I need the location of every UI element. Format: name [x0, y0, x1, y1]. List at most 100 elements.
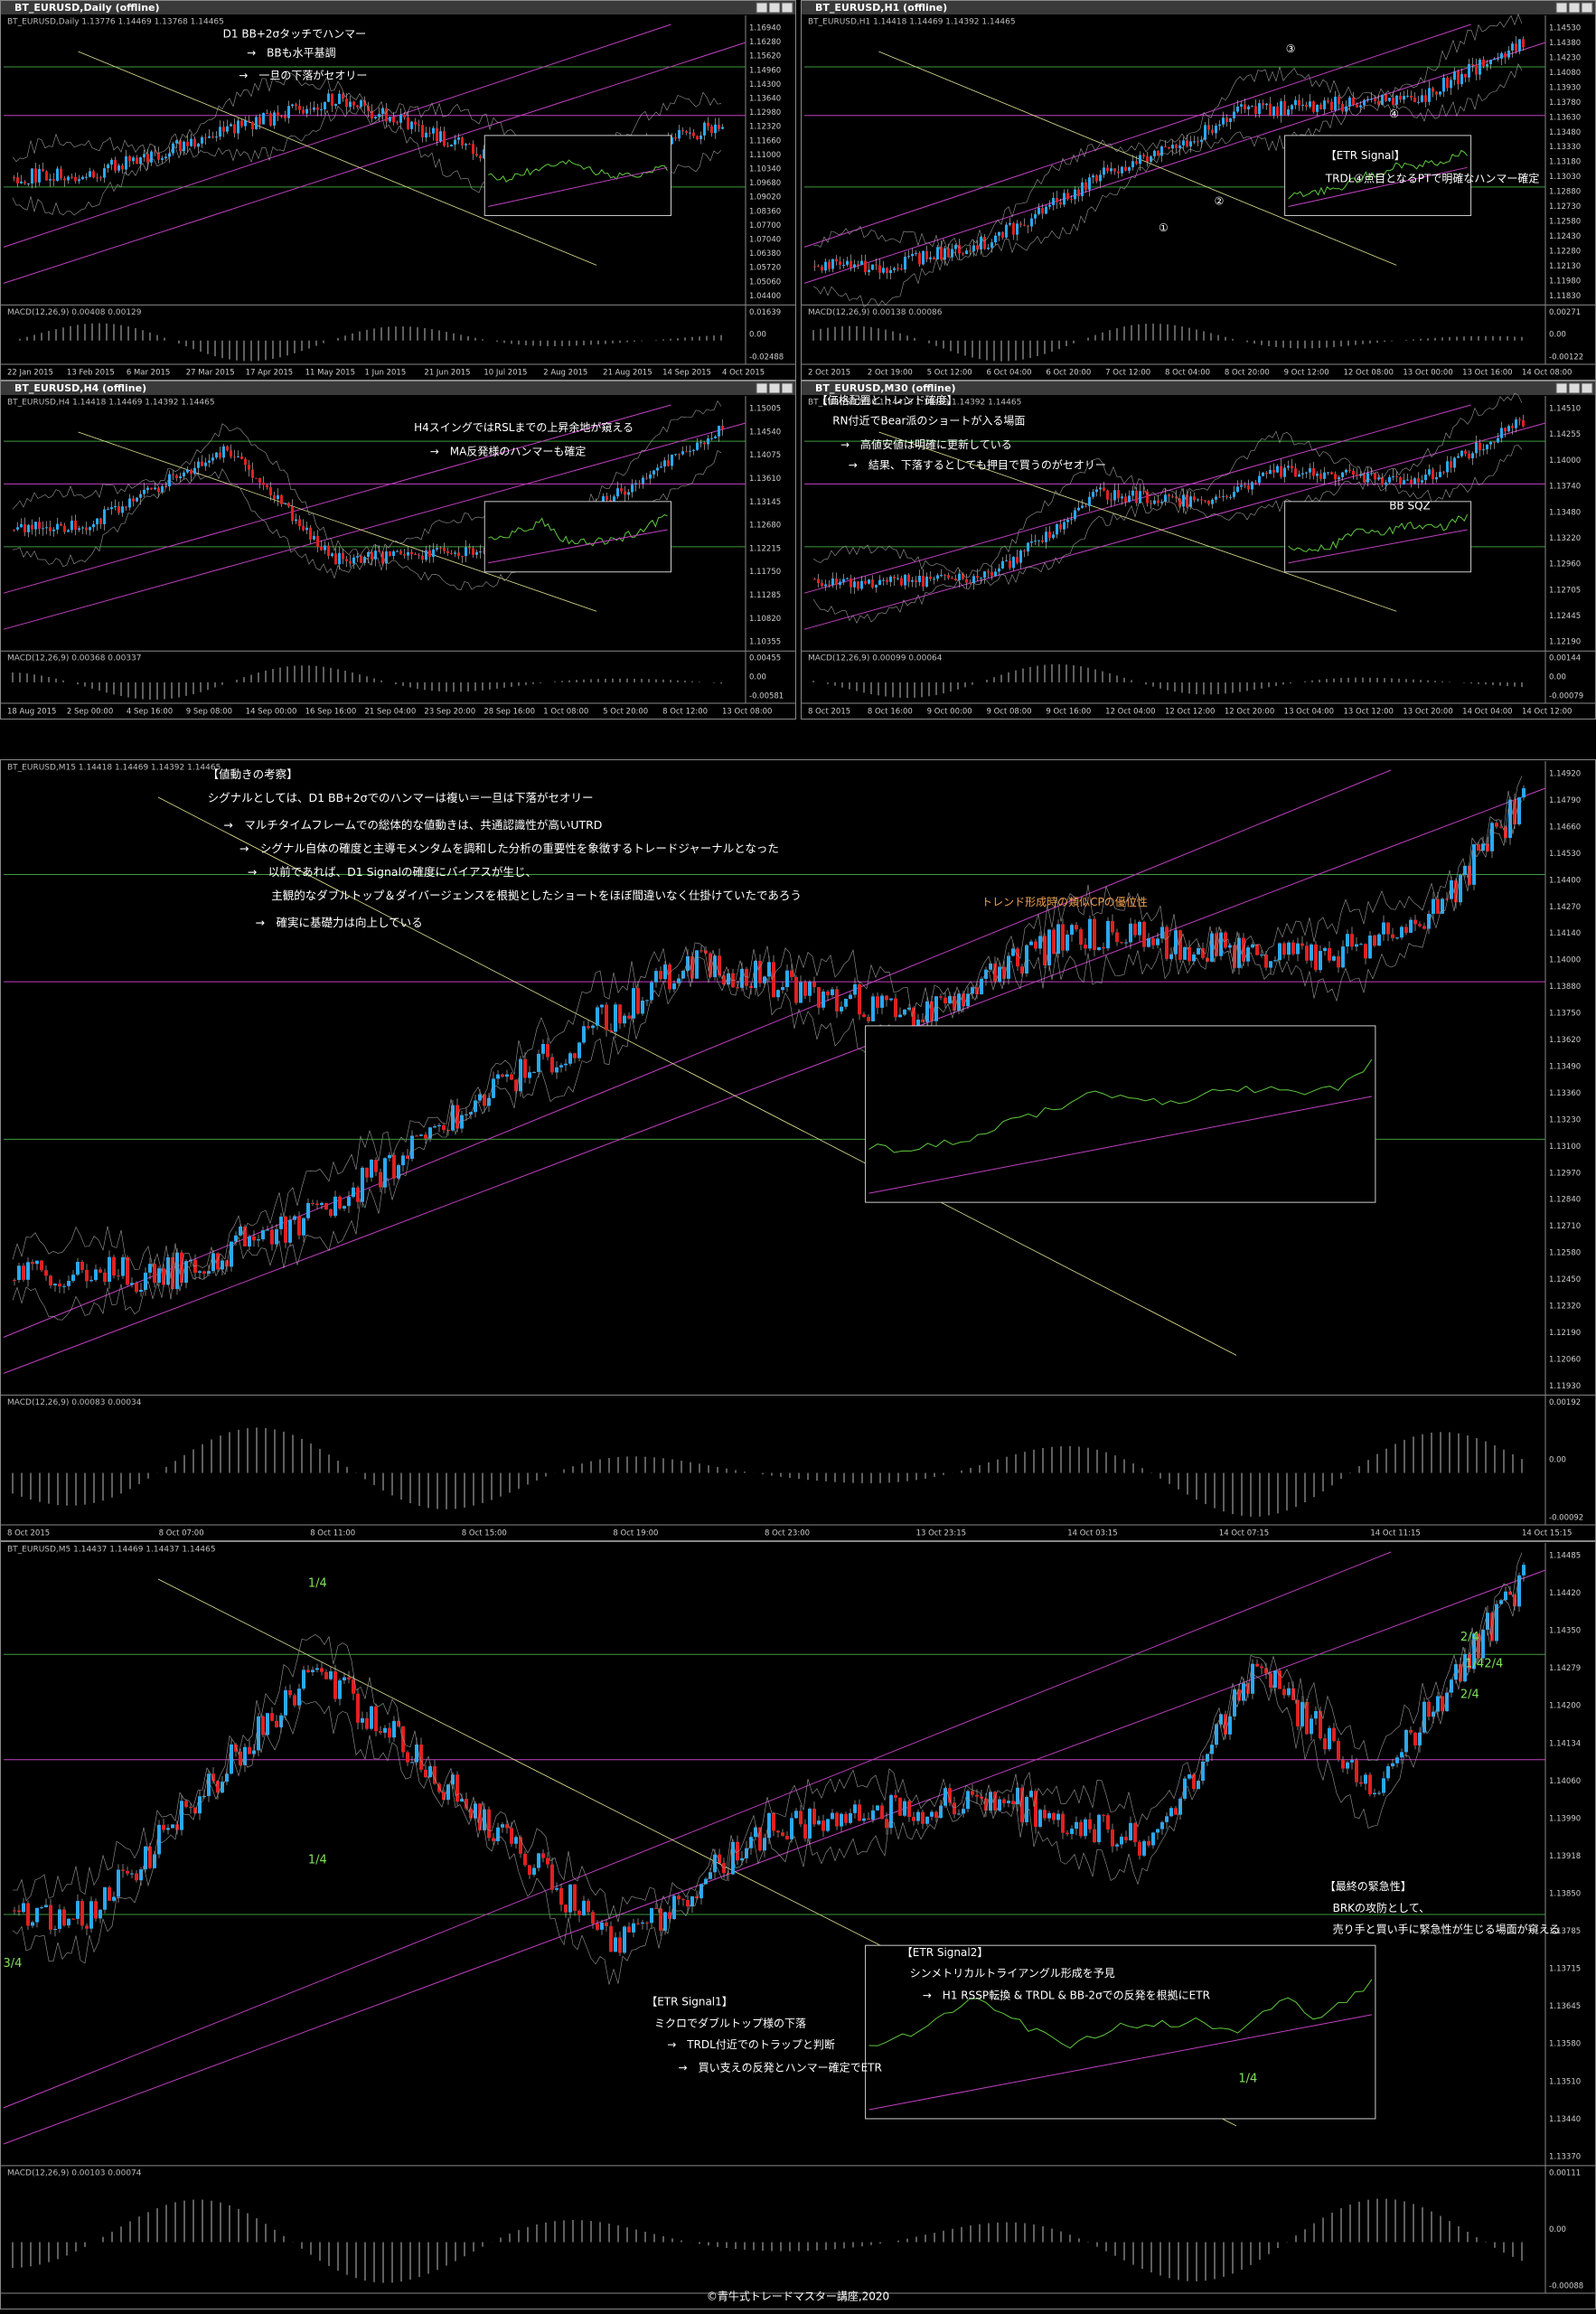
candle-body [839, 261, 841, 266]
candle-body [1436, 898, 1440, 914]
price-label: 1.13180 [1549, 158, 1581, 167]
candle-body [415, 1745, 418, 1763]
candle-body [257, 1716, 260, 1751]
time-label: 13 Oct 04:00 [1284, 708, 1334, 717]
candle-body [1007, 955, 1010, 979]
candle-body [60, 523, 62, 526]
candle-body [821, 1820, 825, 1831]
candle-body [324, 1202, 328, 1209]
candle-body [1323, 1738, 1327, 1750]
candle-body [1305, 1701, 1309, 1735]
candle-body [1400, 1752, 1404, 1758]
candle-body [16, 177, 19, 183]
candle-body [280, 116, 283, 118]
candle-body [878, 579, 881, 586]
candle-body [442, 1124, 446, 1131]
candle-body [1413, 478, 1416, 484]
candle-body [316, 107, 319, 110]
candle-body [835, 259, 838, 262]
candle-body [275, 1720, 278, 1727]
candle-body [1282, 943, 1286, 955]
candle-body [523, 1058, 527, 1078]
candle-body [221, 1260, 224, 1270]
trend-line [3, 1569, 1546, 2145]
candle-body [1029, 941, 1033, 945]
candle-body [609, 1030, 613, 1032]
candle-body [406, 1155, 409, 1160]
candle-body [436, 127, 438, 142]
candle-body [1291, 942, 1295, 955]
candle-body [1327, 100, 1329, 102]
candle-body [1392, 475, 1394, 477]
candle-body [954, 244, 957, 249]
candle-body [1066, 519, 1069, 522]
candle-body [886, 268, 888, 274]
candle-body [1439, 91, 1441, 95]
candle-body [703, 122, 706, 136]
candle-body [320, 1668, 324, 1672]
candle-body [248, 1236, 251, 1246]
candle-body [1359, 1782, 1363, 1784]
candle-body [678, 129, 681, 139]
candle-body [1081, 182, 1084, 197]
chart-header: BT_EURUSD,H1 1.14418 1.14469 1.14392 1.1… [808, 18, 1016, 27]
candle-body [1063, 522, 1066, 530]
time-label: 9 Oct 08:00 [987, 708, 1032, 717]
price-label: 1.13785 [1549, 1927, 1581, 1936]
candle-body [1247, 106, 1250, 110]
candle-body [1424, 95, 1427, 102]
candle-body [1106, 920, 1110, 949]
candle-body [1016, 223, 1019, 235]
candle-body [63, 178, 66, 181]
candle-body [27, 183, 30, 184]
price-label: 1.14350 [1549, 1627, 1581, 1636]
candle-body [361, 1167, 364, 1202]
candle-body [672, 983, 676, 990]
candle-body [1341, 104, 1344, 112]
candle-body [1504, 52, 1507, 58]
window-title: BT_EURUSD,Daily (offline) [14, 2, 160, 14]
candle-body [1504, 428, 1507, 432]
candle-body [67, 1281, 70, 1286]
candle-body [1391, 934, 1394, 938]
candle-body [211, 136, 214, 137]
candle-body [208, 136, 211, 138]
time-label: 13 Oct 00:00 [1403, 369, 1452, 378]
candle-body [85, 1269, 89, 1282]
candle-body [279, 1216, 283, 1229]
macd-label: -0.00092 [1549, 1514, 1583, 1523]
candle-body [1395, 95, 1398, 105]
candle-body [230, 1241, 233, 1267]
candle-body [696, 136, 699, 140]
candle-body [912, 1817, 915, 1821]
candle-body [868, 579, 870, 584]
candle-body [277, 112, 279, 117]
candle-body [81, 527, 84, 529]
candle-body [714, 124, 717, 134]
time-label: 8 Oct 20:00 [1225, 369, 1270, 378]
annotation: → シグナル自体の確度と主導モメンタムを調和した分析の重要性を象徴するトレードジ… [239, 842, 779, 855]
candle-body [1110, 168, 1113, 172]
candle-body [313, 536, 315, 540]
candle-body [89, 1280, 93, 1282]
candle-body [998, 568, 1000, 572]
candle-body [121, 1869, 125, 1871]
candle-body [966, 993, 970, 1007]
candle-body [461, 137, 464, 146]
candle-body [1500, 428, 1503, 438]
candle-body [1002, 1799, 1006, 1803]
candle-body [944, 1788, 947, 1806]
candle-body [399, 550, 402, 555]
candle-body [475, 551, 478, 555]
candle-body [1070, 1829, 1074, 1834]
candle-body [1479, 59, 1481, 75]
candle-body [1319, 1710, 1322, 1739]
candle-body [20, 524, 23, 528]
candle-body [828, 584, 831, 586]
candle-body [157, 152, 160, 160]
candle-body [573, 1053, 577, 1058]
candle-body [202, 1271, 206, 1275]
candle-body [110, 159, 113, 165]
candle-body [998, 966, 1001, 983]
candle-body [277, 494, 279, 500]
